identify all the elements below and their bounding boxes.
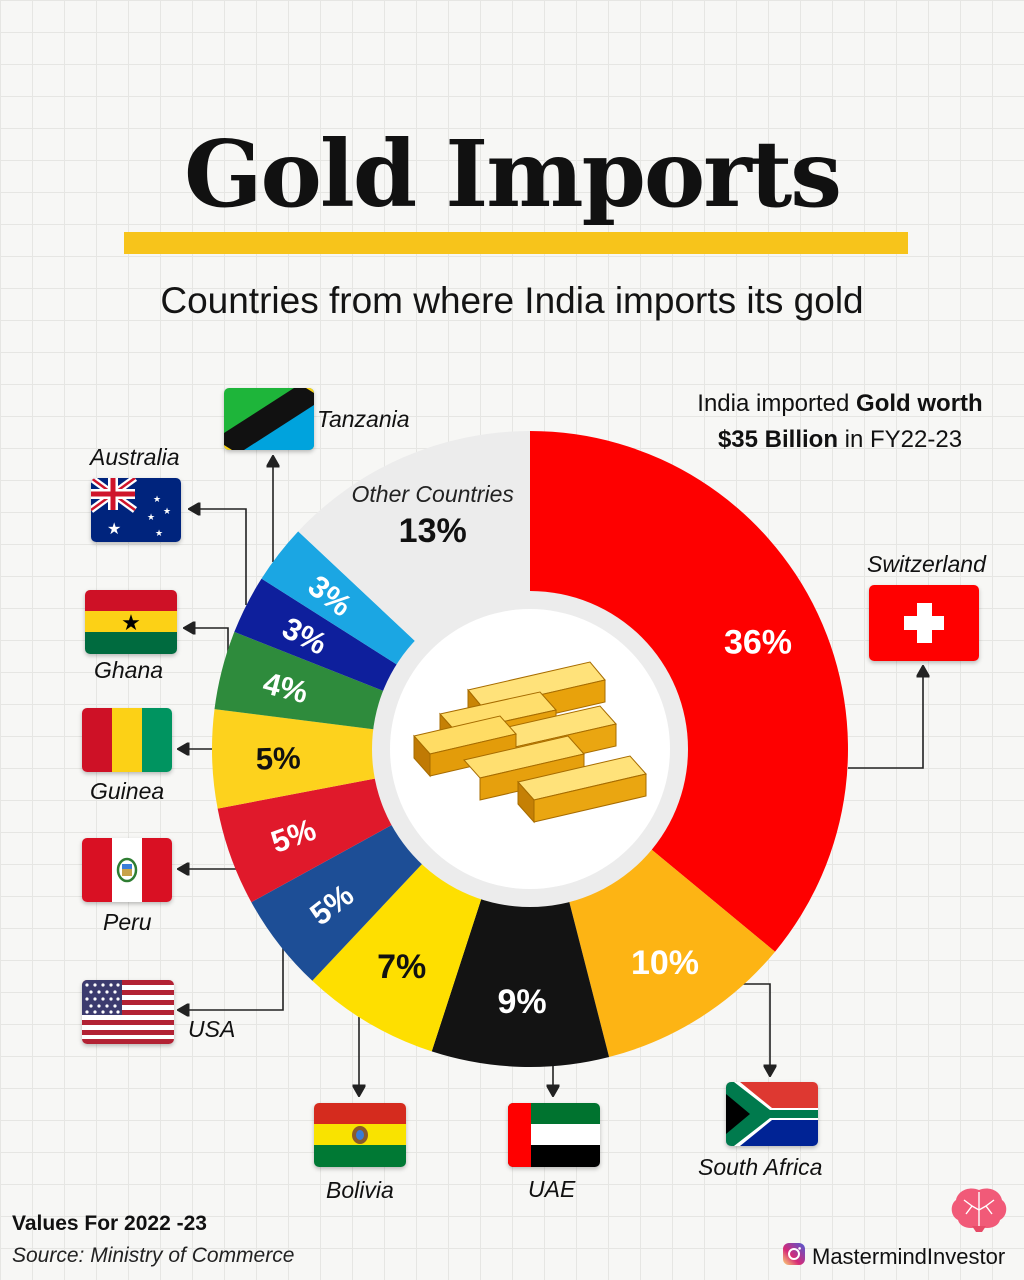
flag-guinea [82,708,172,772]
connector-usa [180,945,284,1010]
slice-label-south-africa: 10% [631,944,699,982]
svg-text:★: ★ [147,513,155,523]
note-text-1: India imported [697,390,857,417]
title-highlight [124,232,908,254]
page-title: Gold Imports [183,120,842,228]
note-bold-1: Gold worth [856,390,983,417]
slice-name-other-countries: Other Countries [352,481,515,507]
flag-bolivia [314,1103,406,1167]
footer-source: Source: Ministry of Commerce [12,1244,295,1267]
slice-guinea [211,709,383,809]
svg-text:★: ★ [121,611,141,636]
flag-switzerland [869,585,979,661]
flag-peru [82,838,172,902]
svg-text:★: ★ [163,507,171,517]
connector-lines [180,458,923,1094]
svg-text:★: ★ [153,495,161,505]
note-bold-2: $35 Billion [717,426,838,453]
slice-label-switzerland: 36% [724,624,792,662]
slice-switzerland [530,431,848,952]
slice-label-uae: 9% [498,983,547,1021]
gold-bars-icon [413,661,647,824]
instagram-icon [782,1242,806,1272]
flag-south-africa [726,1082,818,1146]
slice-uae [431,891,610,1067]
flag-uae [508,1103,600,1167]
slice-label-other-countries: 13% [399,512,467,550]
connector-australia [191,509,247,605]
brand-handle[interactable]: MastermindInvestor [782,1242,1005,1272]
brain-logo-icon [950,1186,1008,1237]
flag-usa [82,980,174,1044]
slice-australia [234,578,404,694]
label-australia: Australia [90,444,180,470]
label-guinea: Guinea [90,778,165,804]
connector-south-africa [740,983,770,1074]
label-usa: USA [188,1016,236,1042]
flag-australia: ★ ★ ★ ★ ★ [91,478,181,542]
slice-other-countries [298,431,530,647]
slice-ghana [214,631,391,731]
slice-label-bolivia: 7% [377,948,426,986]
footer-values: Values For 2022 -23 [12,1212,207,1235]
label-uae: UAE [528,1176,576,1202]
slice-peru [217,777,399,903]
note-text-2: in FY22-23 [837,426,963,453]
slice-bolivia [312,858,484,1052]
label-switzerland: Switzerland [867,551,986,577]
label-tanzania: Tanzania [317,406,410,432]
slice-south-africa [567,844,776,1058]
label-south-africa: South Africa [698,1154,823,1180]
label-bolivia: Bolivia [326,1177,394,1203]
connector-ghana [186,628,229,662]
connector-switzerland [848,668,923,769]
slice-label-guinea: 5% [255,740,301,776]
page-subtitle: Countries from where India imports its g… [160,280,864,321]
svg-text:★: ★ [155,529,163,539]
flag-tanzania [224,388,314,450]
slice-usa [251,821,428,981]
slice-tanzania [261,531,421,669]
import-note: India imported Gold worth $35 Billion in… [640,386,1024,458]
label-ghana: Ghana [94,657,164,683]
svg-text:★: ★ [107,519,121,538]
flag-ghana: ★ [85,590,177,654]
brand-name: MastermindInvestor [812,1244,1006,1269]
label-peru: Peru [103,909,152,935]
